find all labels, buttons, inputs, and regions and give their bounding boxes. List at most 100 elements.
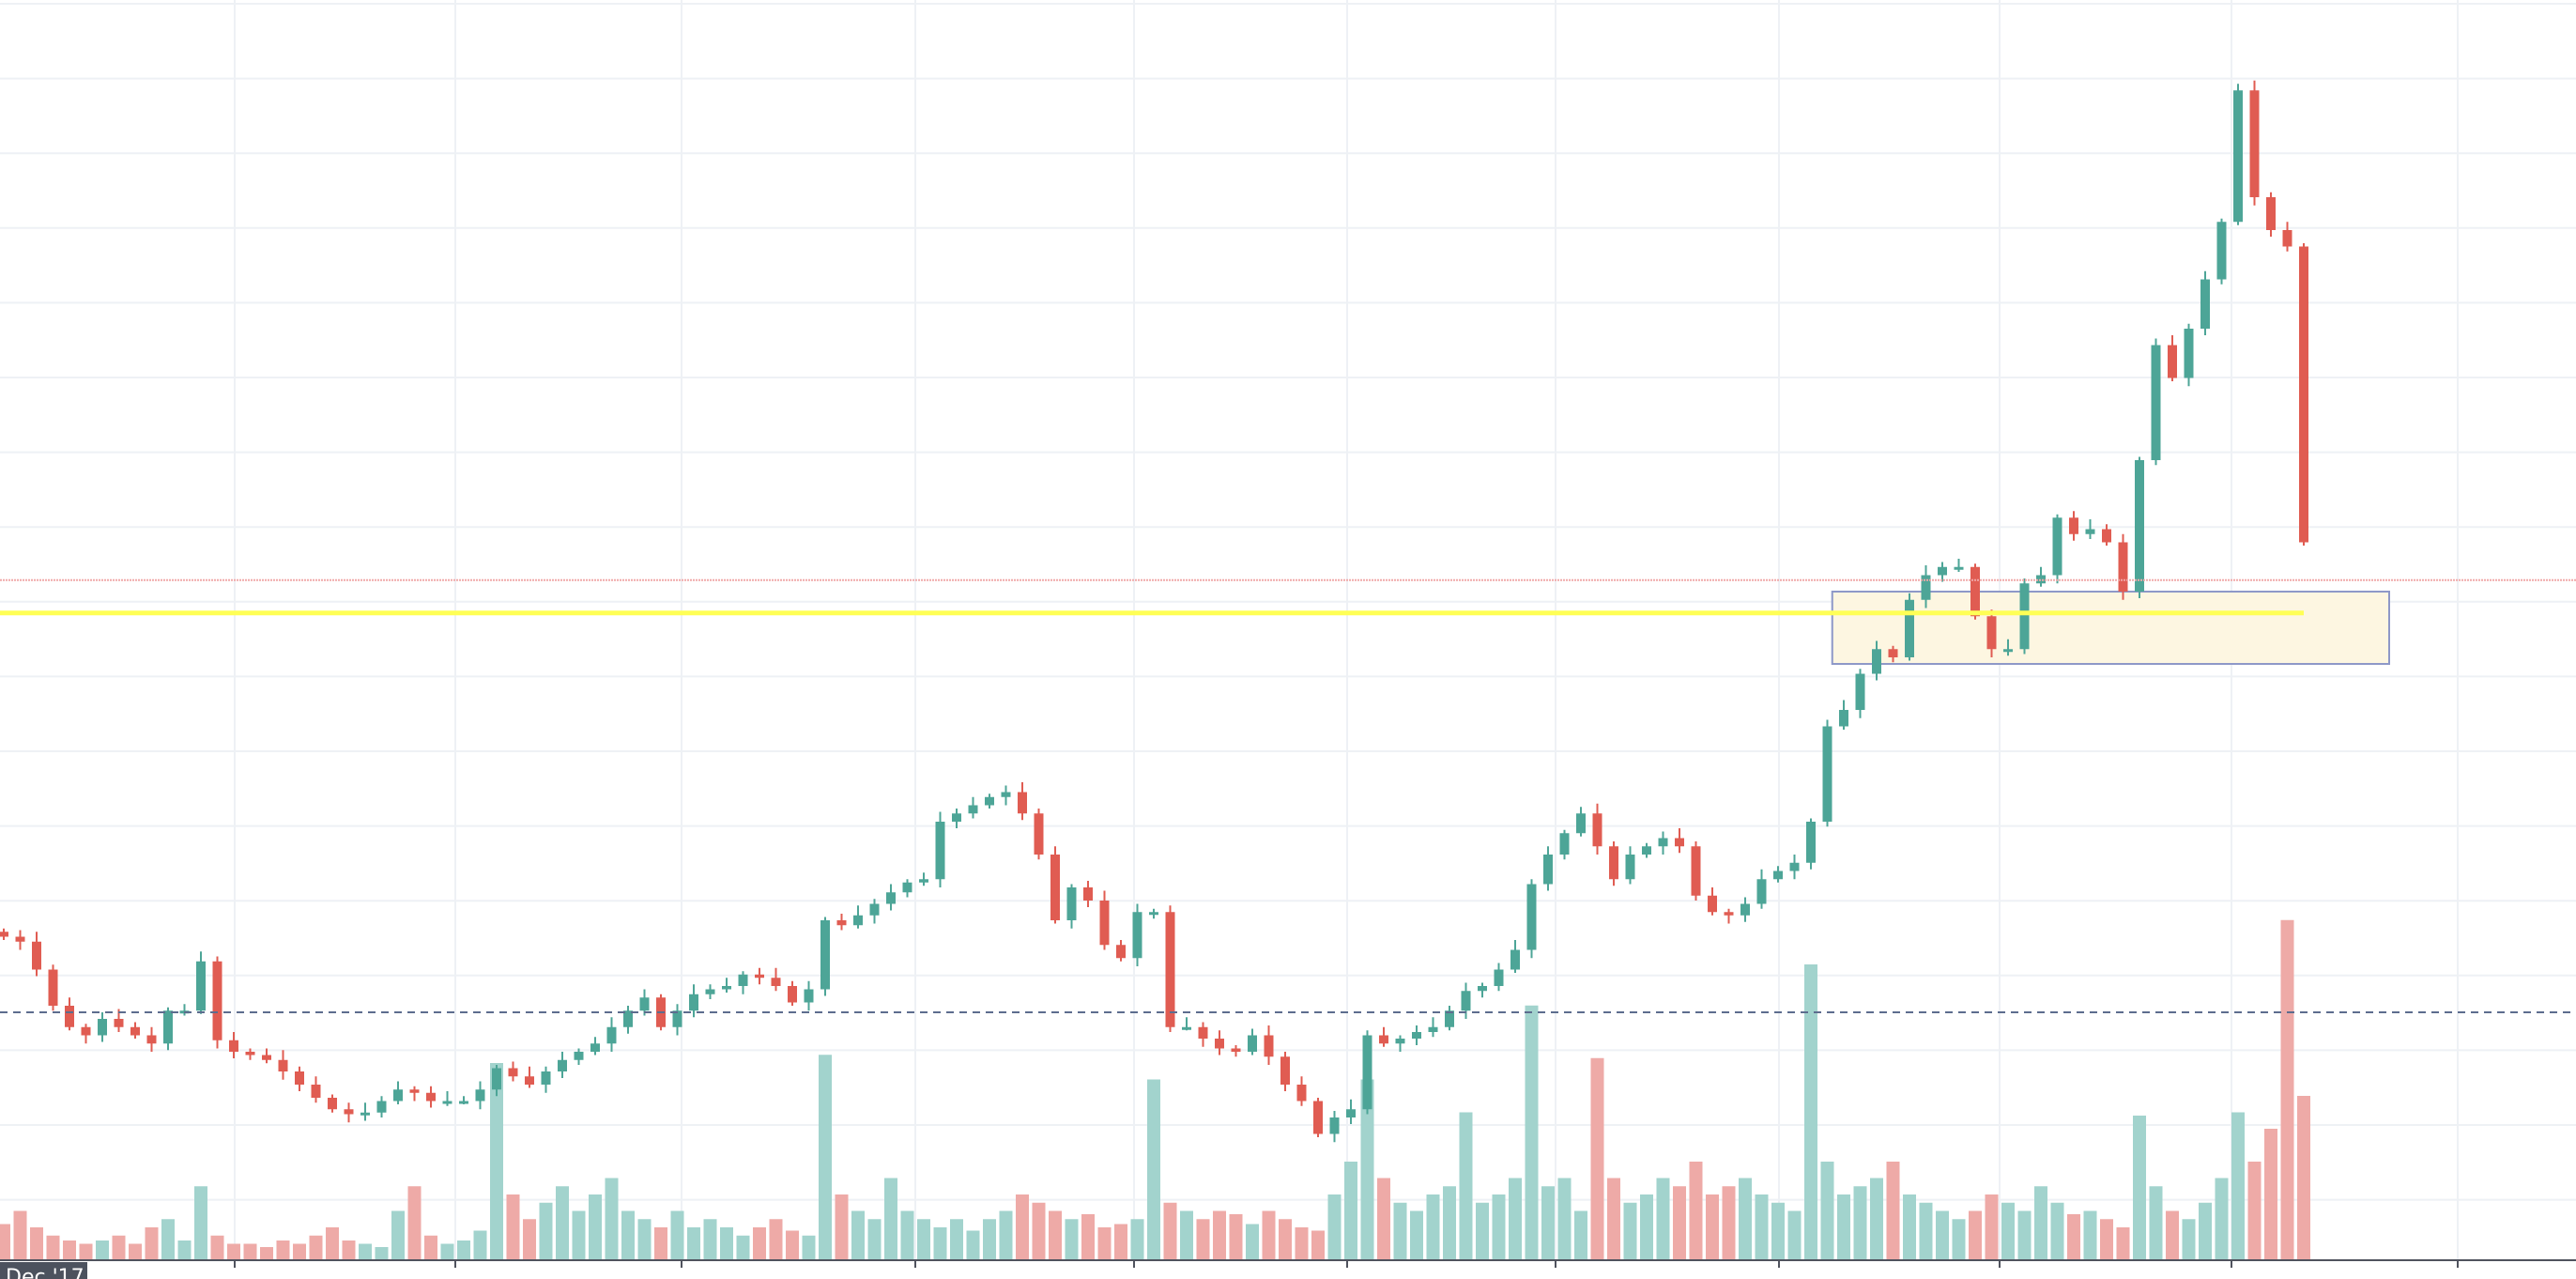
zone-rectangle xyxy=(1831,591,2390,665)
candle-body xyxy=(558,1059,567,1071)
annotation-lines xyxy=(0,578,2576,1013)
candle-body xyxy=(1938,566,1947,576)
candle-body xyxy=(65,1006,74,1027)
candle-body xyxy=(2184,329,2194,378)
volume-bar xyxy=(753,1227,766,1260)
candle-body xyxy=(1395,1039,1405,1044)
candle-body xyxy=(32,941,41,970)
volume-bar xyxy=(1213,1210,1226,1260)
candle-body xyxy=(1954,566,1964,570)
volume-bar xyxy=(260,1247,273,1260)
volume-bar xyxy=(1969,1210,1982,1260)
candle-body xyxy=(1543,855,1553,885)
volume-bar xyxy=(145,1227,159,1260)
candle-body xyxy=(1264,1035,1274,1057)
candle-body xyxy=(1083,887,1093,901)
volume-bar xyxy=(1081,1214,1095,1260)
volume-bar xyxy=(1344,1162,1357,1260)
candle-body xyxy=(541,1071,551,1085)
volume-bar xyxy=(983,1219,996,1260)
candle-body xyxy=(1215,1039,1224,1049)
volume-bar xyxy=(2231,1112,2245,1260)
candle-body xyxy=(409,1089,420,1093)
candle-body xyxy=(0,932,8,937)
candle-body xyxy=(1362,1035,1372,1110)
volume-bar xyxy=(1787,1210,1802,1260)
candle-body xyxy=(1642,846,1651,855)
volume-bar xyxy=(950,1219,963,1260)
candle-body xyxy=(15,936,25,942)
volume-bar xyxy=(1837,1194,1850,1260)
candle-body xyxy=(262,1055,271,1060)
candle-body xyxy=(886,892,896,904)
volume-bar xyxy=(1097,1227,1112,1260)
volume-bar xyxy=(490,1063,503,1260)
candle-body xyxy=(1412,1032,1421,1039)
candle-body xyxy=(1576,813,1586,834)
volume-bar xyxy=(2067,1214,2080,1260)
candle-body xyxy=(1724,912,1734,916)
candle-body xyxy=(508,1068,518,1077)
candle-body xyxy=(1691,846,1701,896)
volume-bar xyxy=(1689,1162,1703,1260)
volume-bar xyxy=(359,1243,372,1260)
volume-bar xyxy=(966,1230,980,1260)
candle-body xyxy=(393,1089,403,1102)
candle-body xyxy=(1329,1117,1340,1134)
volume-bar xyxy=(1327,1194,1342,1260)
volume-bar xyxy=(112,1235,126,1260)
volume-bar xyxy=(1016,1194,1029,1260)
volume-bar xyxy=(227,1243,240,1260)
candle-body xyxy=(2216,222,2227,280)
volume-bar xyxy=(621,1210,635,1260)
candle-body xyxy=(245,1052,255,1056)
volume-bar xyxy=(605,1178,619,1260)
candle-body xyxy=(1478,986,1487,992)
candle-body xyxy=(968,805,978,814)
candle-body xyxy=(1116,945,1126,959)
candle-body xyxy=(1280,1056,1290,1085)
candle-body xyxy=(459,1101,468,1104)
volume-bar xyxy=(556,1186,569,1260)
volume-bar xyxy=(440,1243,454,1260)
candle-body xyxy=(623,1010,633,1027)
candle-body xyxy=(935,822,945,880)
volume-bar xyxy=(933,1227,947,1260)
candle-body xyxy=(1248,1035,1257,1052)
candle-body xyxy=(1592,813,1602,847)
candle-body xyxy=(442,1101,452,1104)
volume-bar xyxy=(1065,1219,1079,1260)
volume-bar xyxy=(1360,1079,1374,1260)
candle-body xyxy=(1231,1048,1241,1052)
volume-bar xyxy=(539,1202,553,1260)
volume-bar xyxy=(835,1194,849,1260)
volume-bar xyxy=(326,1227,339,1260)
time-axis[interactable] xyxy=(0,1259,2576,1279)
volume-bar xyxy=(79,1243,93,1260)
volume-bar xyxy=(375,1247,389,1260)
candle-body xyxy=(2151,345,2161,460)
volume-bar xyxy=(1443,1186,1456,1260)
volume-bar xyxy=(293,1243,306,1260)
volume-bar xyxy=(1739,1178,1752,1260)
candle-body xyxy=(1182,1026,1191,1030)
volume-bar xyxy=(1295,1227,1309,1260)
volume-bar xyxy=(2116,1227,2130,1260)
volume-bar xyxy=(506,1194,520,1260)
volume-bar xyxy=(1196,1219,1210,1260)
candle-body xyxy=(672,1010,682,1027)
volume-bar xyxy=(2149,1186,2163,1260)
volume-bar xyxy=(1311,1230,1325,1260)
candle-body xyxy=(81,1026,91,1036)
volume-bar xyxy=(46,1235,60,1260)
volume-bar xyxy=(1049,1210,1062,1260)
volume-bar xyxy=(2166,1210,2179,1260)
candle-body xyxy=(639,997,650,1011)
zone-layer xyxy=(1831,591,2390,665)
candle-body xyxy=(590,1043,600,1052)
volume-bar xyxy=(589,1194,602,1260)
volume-bar xyxy=(884,1178,897,1260)
volume-bar xyxy=(1492,1194,1506,1260)
candle-body xyxy=(1296,1085,1307,1102)
